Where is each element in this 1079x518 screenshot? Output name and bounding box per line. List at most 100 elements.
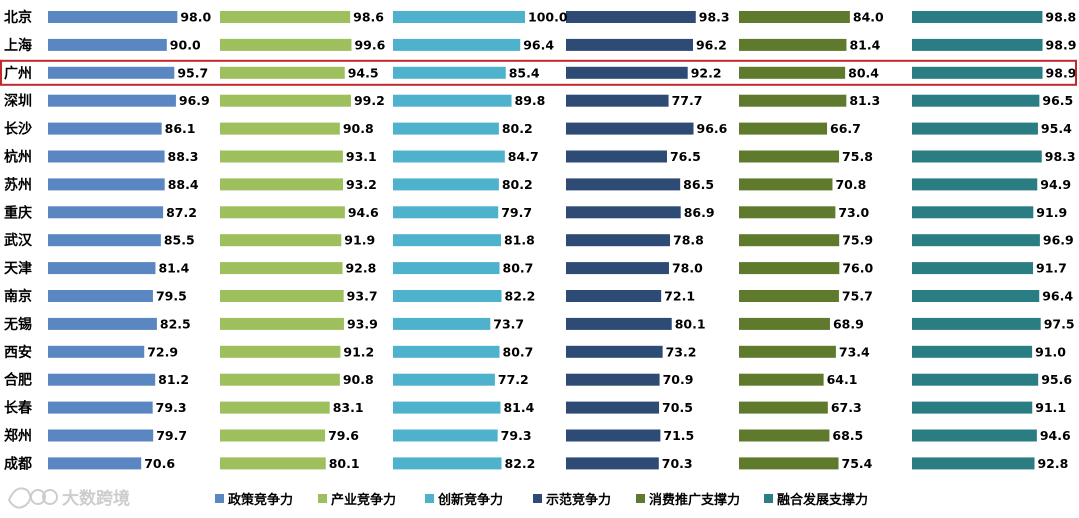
bar (220, 66, 345, 79)
bar (912, 94, 1040, 107)
bar (393, 38, 521, 51)
bar (739, 429, 830, 442)
bar (393, 317, 491, 330)
bar (220, 234, 342, 247)
value-label: 98.9 (1046, 65, 1077, 80)
value-label: 77.7 (672, 93, 703, 108)
watermark-text: 大数跨境 (62, 488, 130, 509)
value-label: 93.7 (347, 289, 378, 304)
value-label: 79.3 (156, 400, 187, 415)
value-label: 90.8 (343, 121, 374, 136)
value-label: 92.2 (691, 65, 722, 80)
value-label: 81.2 (158, 372, 189, 387)
bar (393, 457, 502, 470)
bar (739, 178, 833, 191)
bar (566, 290, 662, 302)
bar (48, 11, 178, 23)
bar (220, 457, 326, 470)
legend-swatch (425, 494, 434, 503)
bar (912, 401, 1033, 414)
value-label: 78.0 (672, 261, 703, 276)
city-label: 天津 (4, 260, 32, 277)
bar (739, 262, 840, 275)
legend-label: 消费推广支撑力 (649, 492, 740, 508)
legend-label: 政策竞争力 (228, 492, 293, 508)
city-label: 武汉 (4, 232, 33, 249)
city-label: 西安 (4, 344, 32, 361)
bar (48, 457, 142, 470)
value-label: 70.3 (662, 456, 693, 471)
value-label: 66.7 (830, 121, 861, 136)
bar (912, 290, 1040, 302)
bar (48, 150, 165, 163)
bar (220, 290, 344, 302)
bar (912, 373, 1039, 386)
value-label: 80.1 (329, 456, 360, 471)
value-label: 76.0 (842, 261, 873, 276)
value-label: 91.7 (1036, 261, 1067, 276)
value-label: 91.9 (344, 233, 375, 248)
bar (566, 345, 663, 358)
value-label: 93.9 (347, 316, 378, 331)
bar (220, 178, 344, 191)
value-label: 98.9 (1046, 37, 1077, 52)
value-label: 73.7 (493, 316, 524, 331)
city-label: 成都 (4, 455, 32, 472)
city-label: 合肥 (4, 372, 32, 389)
value-label: 79.6 (328, 428, 359, 443)
bar (48, 122, 162, 135)
value-label: 100.0 (528, 10, 568, 25)
bar (912, 262, 1034, 275)
city-label: 广州 (4, 65, 32, 82)
value-label: 76.5 (670, 149, 701, 164)
bar (566, 206, 681, 219)
bar (566, 234, 671, 247)
value-label: 86.1 (165, 121, 196, 136)
value-label: 75.9 (842, 233, 873, 248)
value-label: 77.2 (498, 372, 529, 387)
city-label: 南京 (4, 288, 32, 305)
value-label: 95.6 (1041, 372, 1072, 387)
city-label: 长春 (4, 400, 33, 417)
value-label: 81.8 (504, 233, 535, 248)
value-label: 96.4 (523, 37, 554, 52)
bar (48, 345, 145, 358)
bar (739, 457, 839, 470)
city-label: 郑州 (4, 428, 32, 445)
value-label: 73.0 (838, 205, 869, 220)
bar (912, 38, 1043, 51)
bar (912, 234, 1040, 247)
value-label: 87.2 (166, 205, 197, 220)
bar (566, 262, 669, 275)
city-label: 北京 (4, 9, 32, 26)
city-label: 上海 (4, 37, 32, 54)
value-label: 94.6 (1040, 428, 1071, 443)
bar (220, 11, 351, 23)
value-label: 81.4 (158, 261, 189, 276)
value-label: 73.2 (666, 344, 697, 359)
bar (912, 11, 1043, 23)
legend-swatch (318, 494, 327, 503)
bar (739, 38, 847, 51)
bar (48, 401, 153, 414)
bar (739, 206, 836, 219)
value-label: 73.4 (839, 344, 870, 359)
value-label: 98.6 (353, 10, 384, 25)
bar (739, 290, 839, 302)
bar (739, 94, 847, 107)
value-label: 93.2 (346, 177, 377, 192)
bar (739, 345, 836, 358)
value-label: 79.3 (501, 428, 532, 443)
bar (393, 234, 501, 247)
value-label: 84.7 (508, 149, 539, 164)
bar (566, 11, 696, 23)
value-label: 82.5 (160, 316, 191, 331)
bar (912, 206, 1034, 219)
bar (48, 234, 161, 247)
bar (739, 122, 828, 135)
bar (912, 429, 1037, 442)
value-label: 94.6 (348, 205, 379, 220)
value-label: 81.4 (849, 37, 880, 52)
bar (48, 178, 165, 191)
